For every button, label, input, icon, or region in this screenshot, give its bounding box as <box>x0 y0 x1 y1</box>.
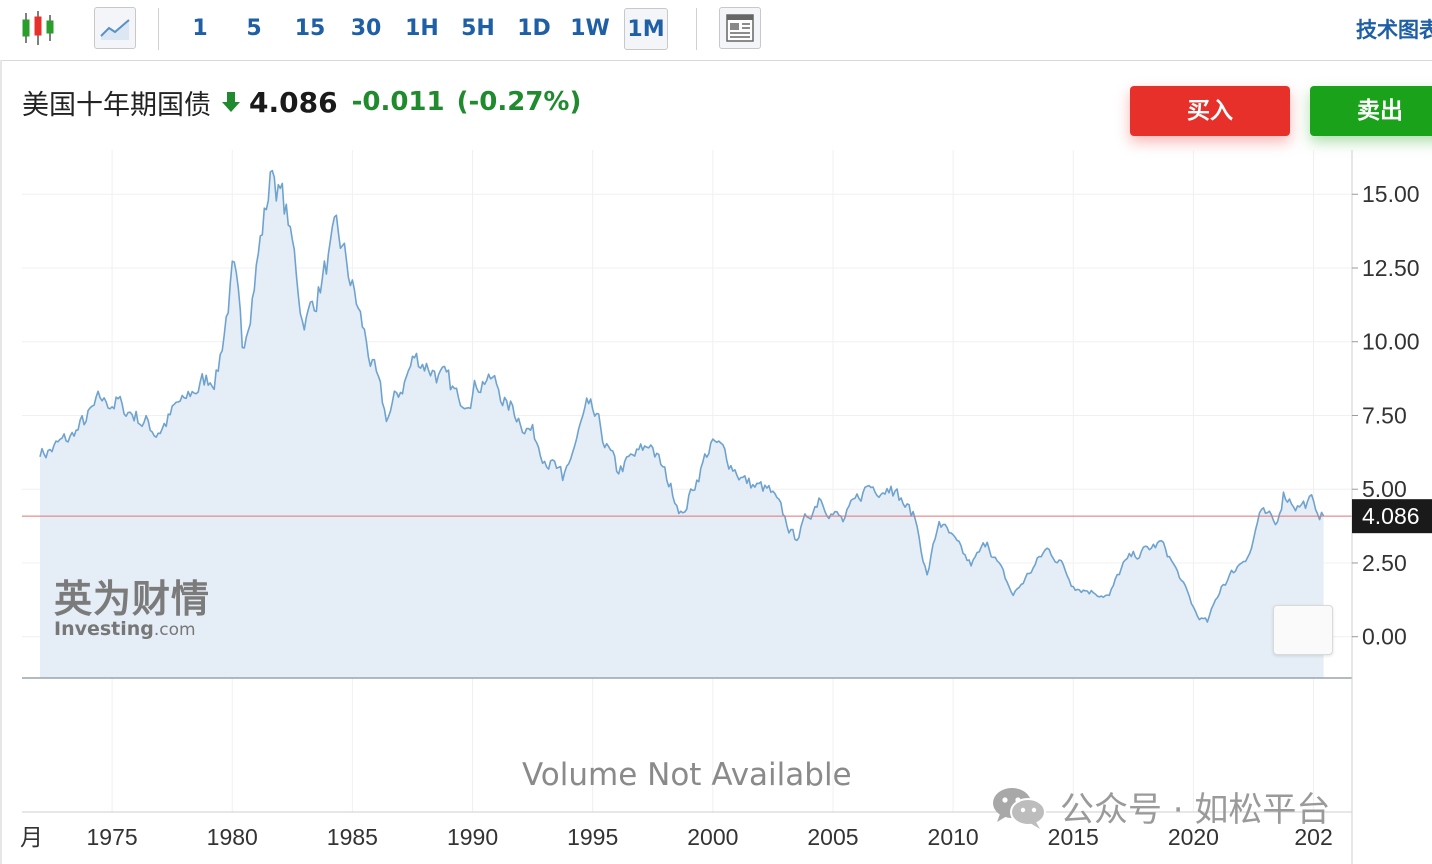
x-tick-label: 1995 <box>567 824 618 850</box>
technical-chart-link[interactable]: 技术图表 <box>1356 18 1432 42</box>
y-tick-label: 2.50 <box>1362 550 1407 576</box>
y-tick-label: 5.00 <box>1362 476 1407 502</box>
investing-watermark: 英为财情 Investing.com <box>54 578 210 639</box>
timeframe-1h[interactable]: 1H <box>405 16 439 41</box>
wechat-overlay-text: 公众号 · 如松平台 <box>1060 790 1331 830</box>
price-change-percent: (-0.27%) <box>456 87 582 117</box>
timeframe-1w[interactable]: 1W <box>570 16 610 41</box>
timeframe-1min[interactable]: 1 <box>192 16 208 41</box>
y-tick-label: 10.00 <box>1362 329 1420 355</box>
instrument-name: 美国十年期国债 <box>22 89 211 121</box>
x-tick-label: 1975 <box>87 824 138 850</box>
x-tick-label: 1980 <box>207 824 258 850</box>
x-tick-label: 1990 <box>447 824 498 850</box>
y-tick-label: 0.00 <box>1362 624 1407 650</box>
wechat-icon <box>993 787 1046 829</box>
x-tick-label: 2010 <box>928 824 979 850</box>
toolbar-separator <box>158 8 159 50</box>
last-price: 4.086 <box>249 85 338 119</box>
x-tick-label: 2015 <box>1048 824 1099 850</box>
last-price-label-bg <box>1352 499 1432 534</box>
series-area <box>40 170 1324 678</box>
watermark-brand-en-name: Investing <box>54 618 154 640</box>
volume-not-available-text: Volume Not Available <box>522 757 852 793</box>
y-tick-label: 7.50 <box>1362 402 1407 428</box>
y-tick-label: 12.50 <box>1362 255 1420 281</box>
timeframe-1d[interactable]: 1D <box>517 16 551 41</box>
x-tick-label: 202 <box>1294 824 1332 850</box>
line-chart-icon[interactable] <box>94 7 136 49</box>
watermark-brand-en-suffix: .com <box>153 620 196 640</box>
toolbar-separator <box>696 8 697 50</box>
sell-button[interactable]: 卖出 <box>1310 86 1432 136</box>
timeframe-15min[interactable]: 15 <box>294 16 326 41</box>
timeframe-5h[interactable]: 5H <box>461 16 495 41</box>
watermark-brand-en: Investing.com <box>54 618 210 640</box>
timeframe-30min[interactable]: 30 <box>350 16 382 41</box>
price-change: -0.011 <box>351 87 445 117</box>
chart-overlay-box[interactable] <box>1273 605 1333 655</box>
quote-header: 美国十年期国债 4.086 -0.011 (-0.27%) <box>22 82 581 122</box>
down-arrow-icon <box>222 92 240 112</box>
layout-icon[interactable] <box>719 7 761 49</box>
timeframe-1m[interactable]: 1M <box>624 8 668 50</box>
candlestick-icon[interactable] <box>18 7 60 49</box>
buy-button[interactable]: 买入 <box>1130 86 1290 136</box>
x-axis: 月 1975 1980 1985 1990 1995 2000 2005 2010 2015 202… <box>20 824 1333 850</box>
panel-border <box>0 60 2 864</box>
x-tick-label: 2020 <box>1168 824 1219 850</box>
x-tick-label: 2000 <box>687 824 738 850</box>
watermark-brand-cn: 英为财情 <box>54 577 211 621</box>
y-axis: 15.00 12.50 10.00 7.50 5.00 2.50 0.00 <box>1352 181 1420 650</box>
y-tick-label: 15.00 <box>1362 181 1420 207</box>
series-line <box>39 169 1325 623</box>
last-price-label: 4.086 <box>1362 503 1420 529</box>
x-tick-label: 1985 <box>327 824 378 850</box>
x-tick-label: 2005 <box>807 824 858 850</box>
x-tick-label: 月 <box>20 824 43 850</box>
chart-toolbar: 1 5 15 30 1H 5H 1D 1W 1M 技术图表 <box>0 0 1432 61</box>
timeframe-5min[interactable]: 5 <box>246 16 262 41</box>
wechat-overlay: 公众号 · 如松平台 <box>990 782 1330 831</box>
